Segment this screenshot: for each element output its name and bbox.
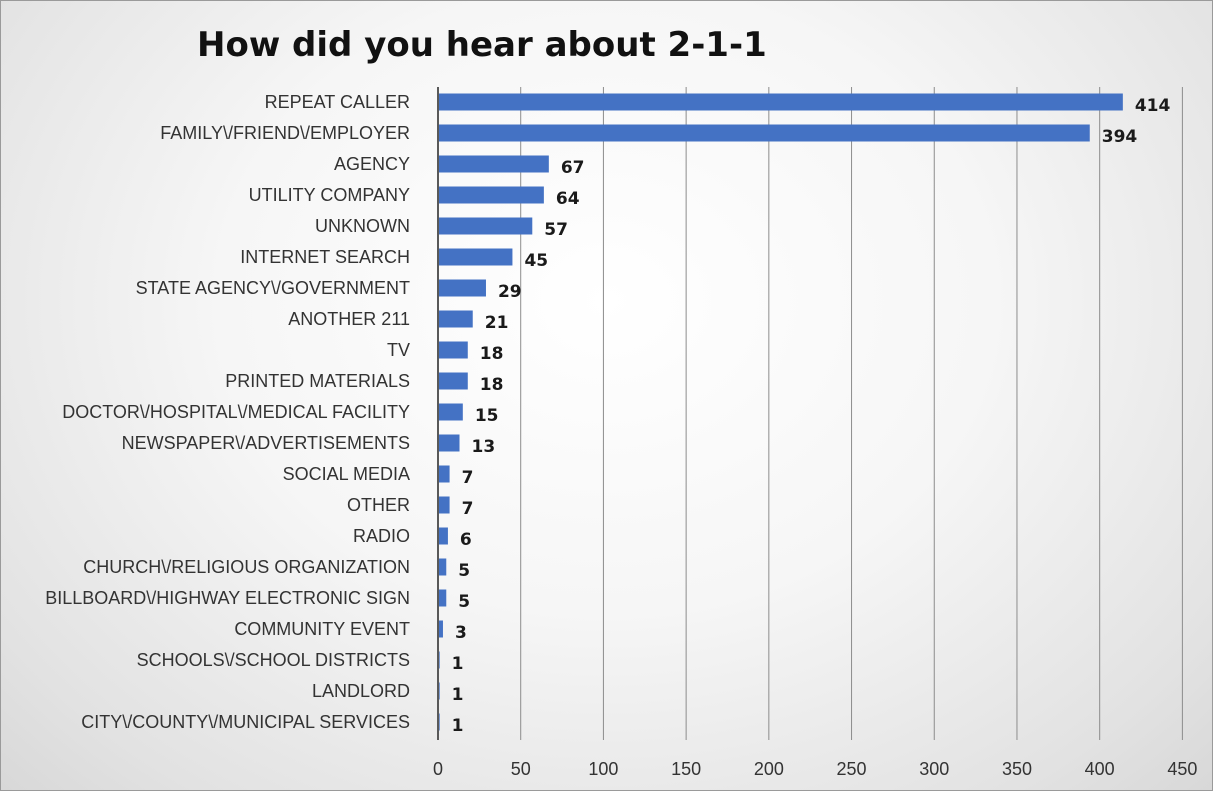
x-tick-label: 400 (1085, 759, 1115, 779)
bar (438, 217, 533, 235)
bar (438, 93, 1123, 111)
data-label: 67 (561, 158, 585, 178)
data-label: 1 (452, 716, 464, 736)
category-label: RADIO (353, 526, 410, 546)
category-label: OTHER (347, 495, 410, 515)
bar (438, 620, 443, 638)
category-label: DOCTOR\/HOSPITAL\/MEDICAL FACILITY (62, 402, 410, 422)
data-label: 6 (460, 530, 472, 550)
data-label: 64 (556, 189, 580, 209)
data-label: 13 (472, 437, 496, 457)
data-label: 21 (485, 313, 509, 333)
category-label: CITY\/COUNTY\/MUNICIPAL SERVICES (81, 712, 410, 732)
x-axis-ticks: 0 50 100 150 200 250 300 350 400 450 (433, 759, 1197, 779)
data-label: 18 (480, 375, 504, 395)
category-label: FAMILY\/FRIEND\/EMPLOYER (160, 123, 410, 143)
x-tick-label: 150 (671, 759, 701, 779)
bar (438, 279, 486, 297)
category-label: REPEAT CALLER (265, 92, 410, 112)
data-label: 1 (452, 685, 464, 705)
category-label: BILLBOARD\/HIGHWAY ELECTRONIC SIGN (45, 588, 410, 608)
bar (438, 434, 460, 452)
bar (438, 124, 1090, 142)
x-tick-label: 100 (588, 759, 618, 779)
x-tick-label: 200 (754, 759, 784, 779)
bars (438, 93, 1123, 731)
category-label: STATE AGENCY\/GOVERNMENT (136, 278, 410, 298)
x-tick-label: 350 (1002, 759, 1032, 779)
data-label: 29 (498, 282, 522, 302)
gridlines (520, 87, 1183, 740)
data-label: 5 (458, 592, 470, 612)
bar (438, 155, 549, 173)
data-label: 57 (544, 220, 568, 240)
data-label: 7 (462, 499, 474, 519)
bar (438, 589, 447, 607)
bar (438, 341, 468, 359)
x-tick-label: 300 (919, 759, 949, 779)
x-tick-label: 450 (1167, 759, 1197, 779)
category-labels: REPEAT CALLER FAMILY\/FRIEND\/EMPLOYER AGE… (45, 92, 410, 732)
bar (438, 558, 447, 576)
bar (438, 248, 513, 266)
category-label: UTILITY COMPANY (249, 185, 410, 205)
bar (438, 465, 450, 483)
bar (438, 496, 450, 514)
bar (438, 527, 448, 545)
category-label: TV (387, 340, 410, 360)
category-label: PRINTED MATERIALS (225, 371, 410, 391)
category-label: COMMUNITY EVENT (234, 619, 410, 639)
data-label: 45 (524, 251, 548, 271)
data-label: 414 (1135, 96, 1171, 116)
category-label: NEWSPAPER\/ADVERTISEMENTS (122, 433, 410, 453)
data-label: 3 (455, 623, 467, 643)
data-label: 7 (462, 468, 474, 488)
category-label: CHURCH\/RELIGIOUS ORGANIZATION (83, 557, 410, 577)
category-label: ANOTHER 211 (288, 309, 410, 329)
bar (438, 403, 463, 421)
category-label: SCHOOLS\/SCHOOL DISTRICTS (137, 650, 410, 670)
bar (438, 372, 468, 390)
data-label: 15 (475, 406, 499, 426)
data-label: 1 (452, 654, 464, 674)
x-tick-label: 250 (837, 759, 867, 779)
category-label: AGENCY (334, 154, 410, 174)
category-label: UNKNOWN (315, 216, 410, 236)
category-label: LANDLORD (312, 681, 410, 701)
x-tick-label: 0 (433, 759, 443, 779)
data-label: 394 (1102, 127, 1138, 147)
x-tick-label: 50 (511, 759, 531, 779)
bar (438, 186, 544, 204)
data-label: 5 (458, 561, 470, 581)
data-label: 18 (480, 344, 504, 364)
category-label: SOCIAL MEDIA (283, 464, 410, 484)
category-label: INTERNET SEARCH (240, 247, 410, 267)
chart-title: How did you hear about 2-1-1 (197, 25, 767, 65)
bar (438, 310, 473, 328)
